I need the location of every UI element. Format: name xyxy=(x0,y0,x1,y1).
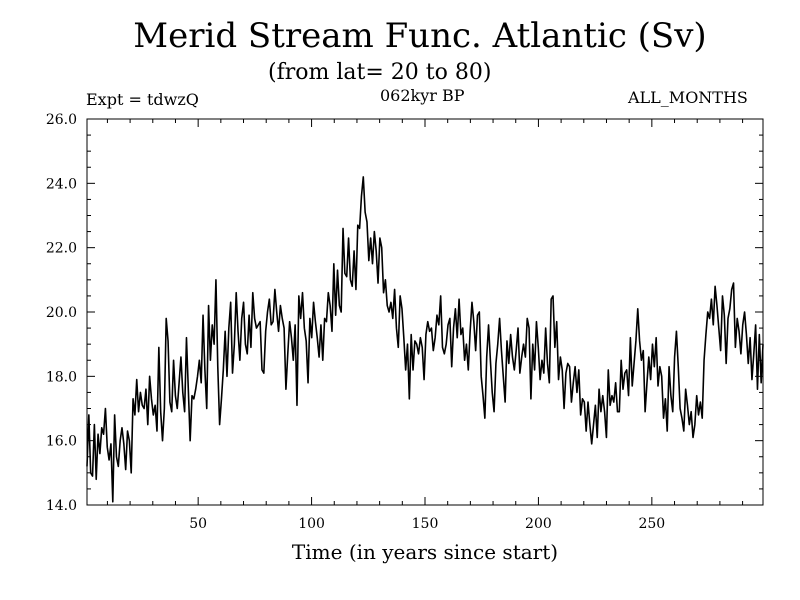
tick-labels: 14.0 16.0 18.0 20.0 22.0 24.0 26.0 50 100 150 200 2… xyxy=(46,112,665,532)
experiment-label: Expt = tdwzQ xyxy=(86,90,199,109)
x-tick-label: 100 xyxy=(298,516,325,532)
x-tick-label: 200 xyxy=(525,516,552,532)
plot-frame xyxy=(86,118,764,506)
y-tick-label: 16.0 xyxy=(46,434,77,450)
chart-subtitle: (from lat= 20 to 80) xyxy=(268,60,492,85)
y-tick-label: 18.0 xyxy=(46,369,77,385)
x-tick-label: 250 xyxy=(638,516,665,532)
chart-title: Merid Stream Func. Atlantic (Sv) xyxy=(133,16,707,56)
tick-marks xyxy=(87,118,763,506)
y-tick-label: 20.0 xyxy=(46,305,77,321)
x-tick-label: 50 xyxy=(189,516,207,532)
series-layer xyxy=(86,176,764,503)
series-line xyxy=(86,176,764,503)
months-label: ALL_MONTHS xyxy=(628,88,748,107)
y-tick-label: 26.0 xyxy=(46,112,77,128)
y-tick-label: 14.0 xyxy=(46,498,77,514)
x-axis-label: Time (in years since start) xyxy=(291,540,559,564)
period-label: 062kyr BP xyxy=(380,86,465,105)
y-tick-label: 22.0 xyxy=(46,241,77,257)
x-tick-label: 150 xyxy=(412,516,439,532)
y-tick-label: 24.0 xyxy=(46,176,77,192)
